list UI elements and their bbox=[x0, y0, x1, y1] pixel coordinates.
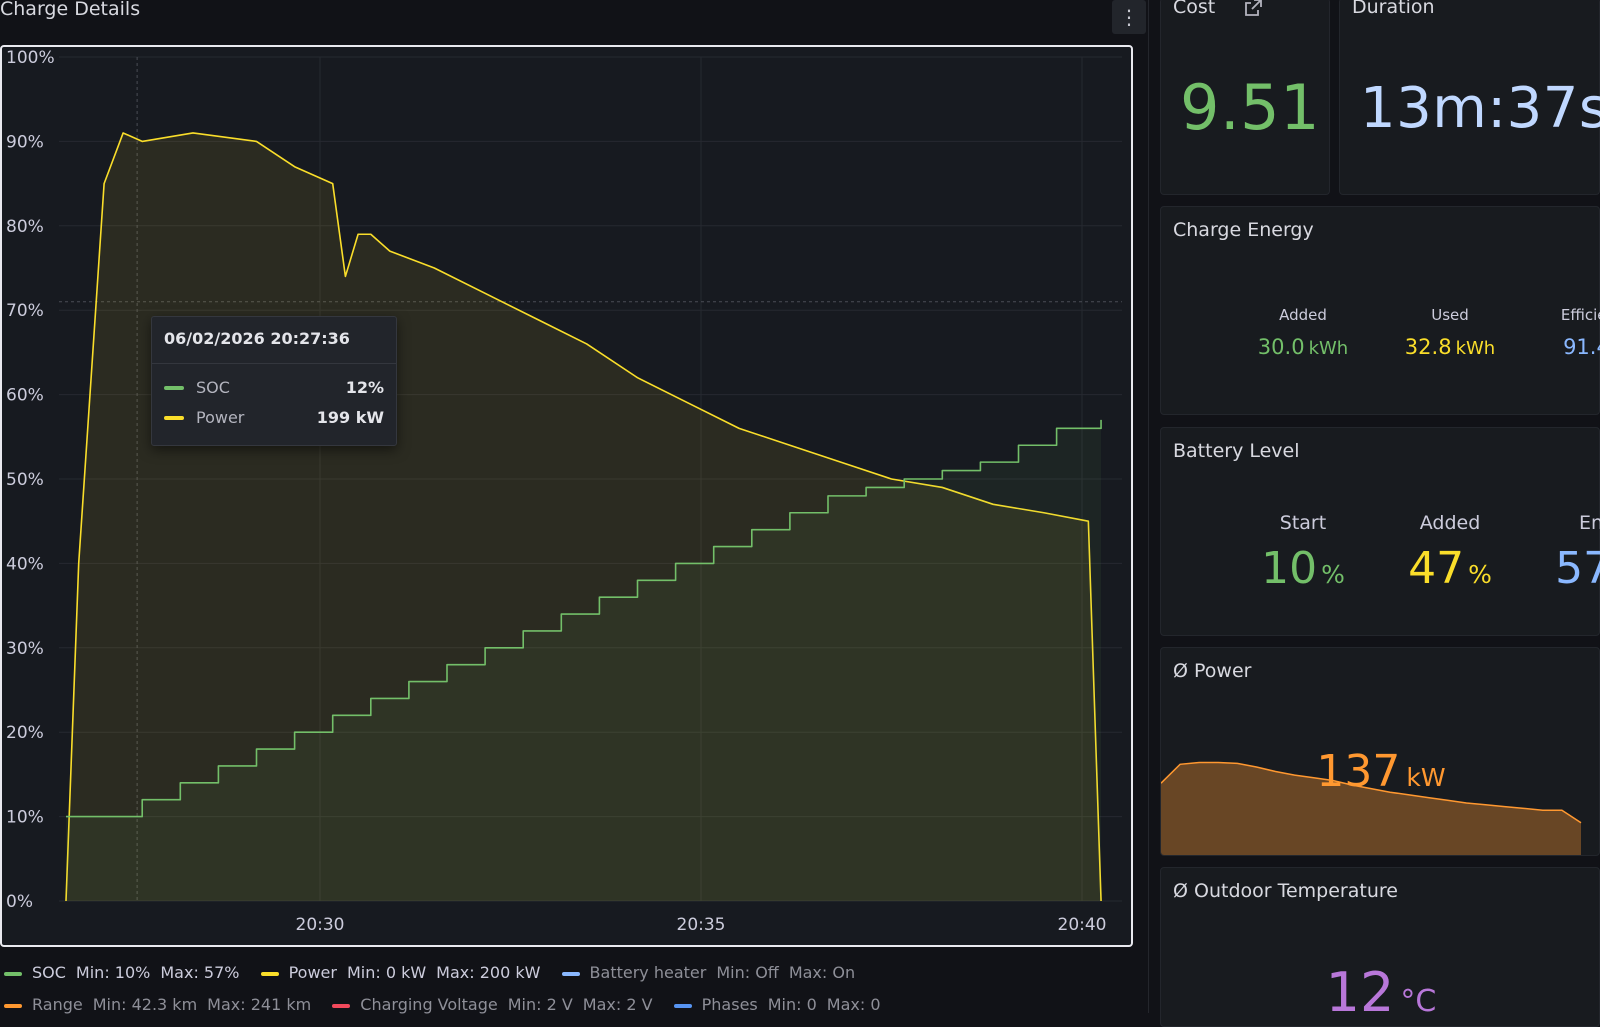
battery-level-panel: Battery Level Start 10% Added 47% End 57… bbox=[1160, 427, 1600, 636]
y-tick-label: 40% bbox=[6, 554, 44, 574]
legend-min: Min: 42.3 km bbox=[92, 995, 198, 1014]
efficiency-label: Efficiency bbox=[1560, 306, 1600, 324]
outdoor-temp-title: Ø Outdoor Temperature bbox=[1173, 880, 1398, 902]
soc-swatch bbox=[164, 386, 184, 390]
battery-added-label: Added bbox=[1419, 512, 1481, 534]
legend-item-soc[interactable]: SOC Min: 10% Max: 57% bbox=[4, 963, 239, 982]
y-tick-label: 100% bbox=[6, 48, 55, 68]
y-tick-label: 10% bbox=[6, 808, 44, 828]
outdoor-temp-panel: Ø Outdoor Temperature 12 °C bbox=[1160, 867, 1600, 1027]
battery-start-value: 10% bbox=[1261, 543, 1345, 594]
legend-max: Max: 0 bbox=[826, 995, 881, 1014]
avg-power-value: 137 kW bbox=[1316, 746, 1446, 797]
duration-panel: Duration 13m:37s bbox=[1339, 0, 1600, 195]
panel-divider bbox=[1148, 0, 1149, 1013]
legend-max: Max: 2 V bbox=[582, 995, 653, 1014]
x-tick-label: 20:35 bbox=[677, 915, 726, 935]
cost-value: 9.51 bbox=[1180, 71, 1321, 144]
kebab-menu-icon: ⋮ bbox=[1119, 5, 1139, 29]
legend-swatch bbox=[260, 971, 279, 976]
battery-end-value: 57% bbox=[1555, 543, 1600, 594]
legend-min: Min: 10% bbox=[75, 963, 151, 982]
legend-min: Min: 0 kW bbox=[346, 963, 427, 982]
legend-item-power[interactable]: Power Min: 0 kW Max: 200 kW bbox=[260, 963, 541, 982]
y-tick-label: 0% bbox=[6, 892, 33, 912]
y-tick-label: 60% bbox=[6, 386, 44, 406]
charge-energy-panel: Charge Energy Added 30.0 kWh Used 32.8 kWh… bbox=[1160, 206, 1600, 415]
sparkline-area bbox=[1161, 762, 1581, 855]
outdoor-temp-value: 12 °C bbox=[1325, 961, 1437, 1024]
avg-power-panel: Ø Power 137 kW bbox=[1160, 647, 1600, 856]
x-tick-label: 20:30 bbox=[296, 915, 345, 935]
battery-end-label: End bbox=[1578, 512, 1600, 534]
y-tick-label: 70% bbox=[6, 301, 44, 321]
avg-power-title: Ø Power bbox=[1173, 660, 1252, 682]
legend-item-battery-heater[interactable]: Battery heater Min: Off Max: On bbox=[561, 963, 856, 982]
tooltip-power-value: 199 kW bbox=[316, 408, 384, 427]
chart-tooltip: 06/02/2026 20:27:36 SOC 12% Power 199 kW bbox=[151, 316, 397, 446]
legend-swatch bbox=[4, 1003, 22, 1008]
tooltip-divider bbox=[152, 363, 396, 364]
legend-item-phases[interactable]: Phases Min: 0 Max: 0 bbox=[673, 995, 881, 1014]
legend-name: Power bbox=[288, 963, 337, 982]
legend-max: Max: On bbox=[788, 963, 856, 982]
energy-added-value: 30.0 kWh bbox=[1257, 335, 1349, 359]
series-area-soc bbox=[66, 419, 1102, 901]
battery-start-label: Start bbox=[1279, 512, 1327, 534]
battery-level-title: Battery Level bbox=[1173, 440, 1300, 462]
tooltip-soc-label: SOC bbox=[196, 378, 230, 397]
external-link-icon[interactable] bbox=[1243, 0, 1263, 22]
charge-energy-title: Charge Energy bbox=[1173, 219, 1314, 241]
power-sparkline bbox=[1161, 761, 1582, 855]
legend-name: Phases bbox=[701, 995, 758, 1014]
legend-max: Max: 57% bbox=[160, 963, 240, 982]
battery-added-value: 47% bbox=[1408, 543, 1492, 594]
charge-details-title: Charge Details bbox=[0, 0, 141, 20]
charge-details-chart[interactable]: 100% 90% 80% 70% 60% 50% 40% 30% 20% 10% 0% 20:30 20… bbox=[0, 45, 1133, 947]
series-line-power bbox=[65, 132, 1102, 902]
legend-name: Battery heater bbox=[589, 963, 707, 982]
x-tick-label: 20:40 bbox=[1058, 915, 1107, 935]
chart-svg[interactable]: 100% 90% 80% 70% 60% 50% 40% 30% 20% 10% 0% 20:30 20… bbox=[2, 47, 1131, 945]
tooltip-time: 06/02/2026 20:27:36 bbox=[164, 329, 350, 348]
efficiency-value: 91.4% bbox=[1563, 335, 1600, 359]
y-tick-label: 90% bbox=[6, 132, 44, 152]
series-line-soc bbox=[66, 419, 1102, 818]
legend-swatch bbox=[561, 971, 580, 976]
duration-value: 13m:37s bbox=[1360, 76, 1600, 141]
tooltip-soc-value: 12% bbox=[345, 378, 384, 397]
legend-name: Range bbox=[32, 995, 83, 1014]
energy-added-label: Added bbox=[1279, 306, 1327, 324]
legend-max: Max: 200 kW bbox=[436, 963, 541, 982]
legend-max: Max: 241 km bbox=[207, 995, 312, 1014]
y-tick-label: 50% bbox=[6, 470, 44, 490]
y-tick-label: 20% bbox=[6, 723, 44, 743]
legend-swatch bbox=[332, 1003, 351, 1008]
sparkline-line bbox=[1161, 761, 1582, 824]
tooltip-power-label: Power bbox=[196, 408, 245, 427]
legend-swatch bbox=[673, 1003, 692, 1008]
cost-title: Cost bbox=[1173, 0, 1216, 18]
legend-name: SOC bbox=[32, 963, 66, 982]
panel-menu-button[interactable]: ⋮ bbox=[1112, 0, 1146, 34]
chart-legend-row-1: SOC Min: 10% Max: 57% Power Min: 0 kW Max: 2… bbox=[4, 963, 871, 982]
energy-used-value: 32.8 kWh bbox=[1404, 335, 1496, 359]
power-swatch bbox=[164, 416, 184, 420]
cost-panel: Cost 9.51 bbox=[1160, 0, 1330, 195]
chart-legend-row-2: Range Min: 42.3 km Max: 241 km Charging Vo… bbox=[4, 995, 897, 1014]
legend-item-charging-voltage[interactable]: Charging Voltage Min: 2 V Max: 2 V bbox=[332, 995, 653, 1014]
legend-min: Min: Off bbox=[716, 963, 779, 982]
tooltip-row-power: Power 199 kW bbox=[164, 408, 384, 430]
y-tick-label: 80% bbox=[6, 217, 44, 237]
legend-min: Min: 2 V bbox=[507, 995, 573, 1014]
legend-min: Min: 0 bbox=[767, 995, 817, 1014]
legend-item-range[interactable]: Range Min: 42.3 km Max: 241 km bbox=[4, 995, 311, 1014]
energy-used-label: Used bbox=[1431, 306, 1469, 324]
legend-name: Charging Voltage bbox=[360, 995, 498, 1014]
duration-title: Duration bbox=[1352, 0, 1435, 18]
y-tick-label: 30% bbox=[6, 639, 44, 659]
tooltip-row-soc: SOC 12% bbox=[164, 378, 384, 400]
legend-swatch bbox=[4, 971, 22, 976]
